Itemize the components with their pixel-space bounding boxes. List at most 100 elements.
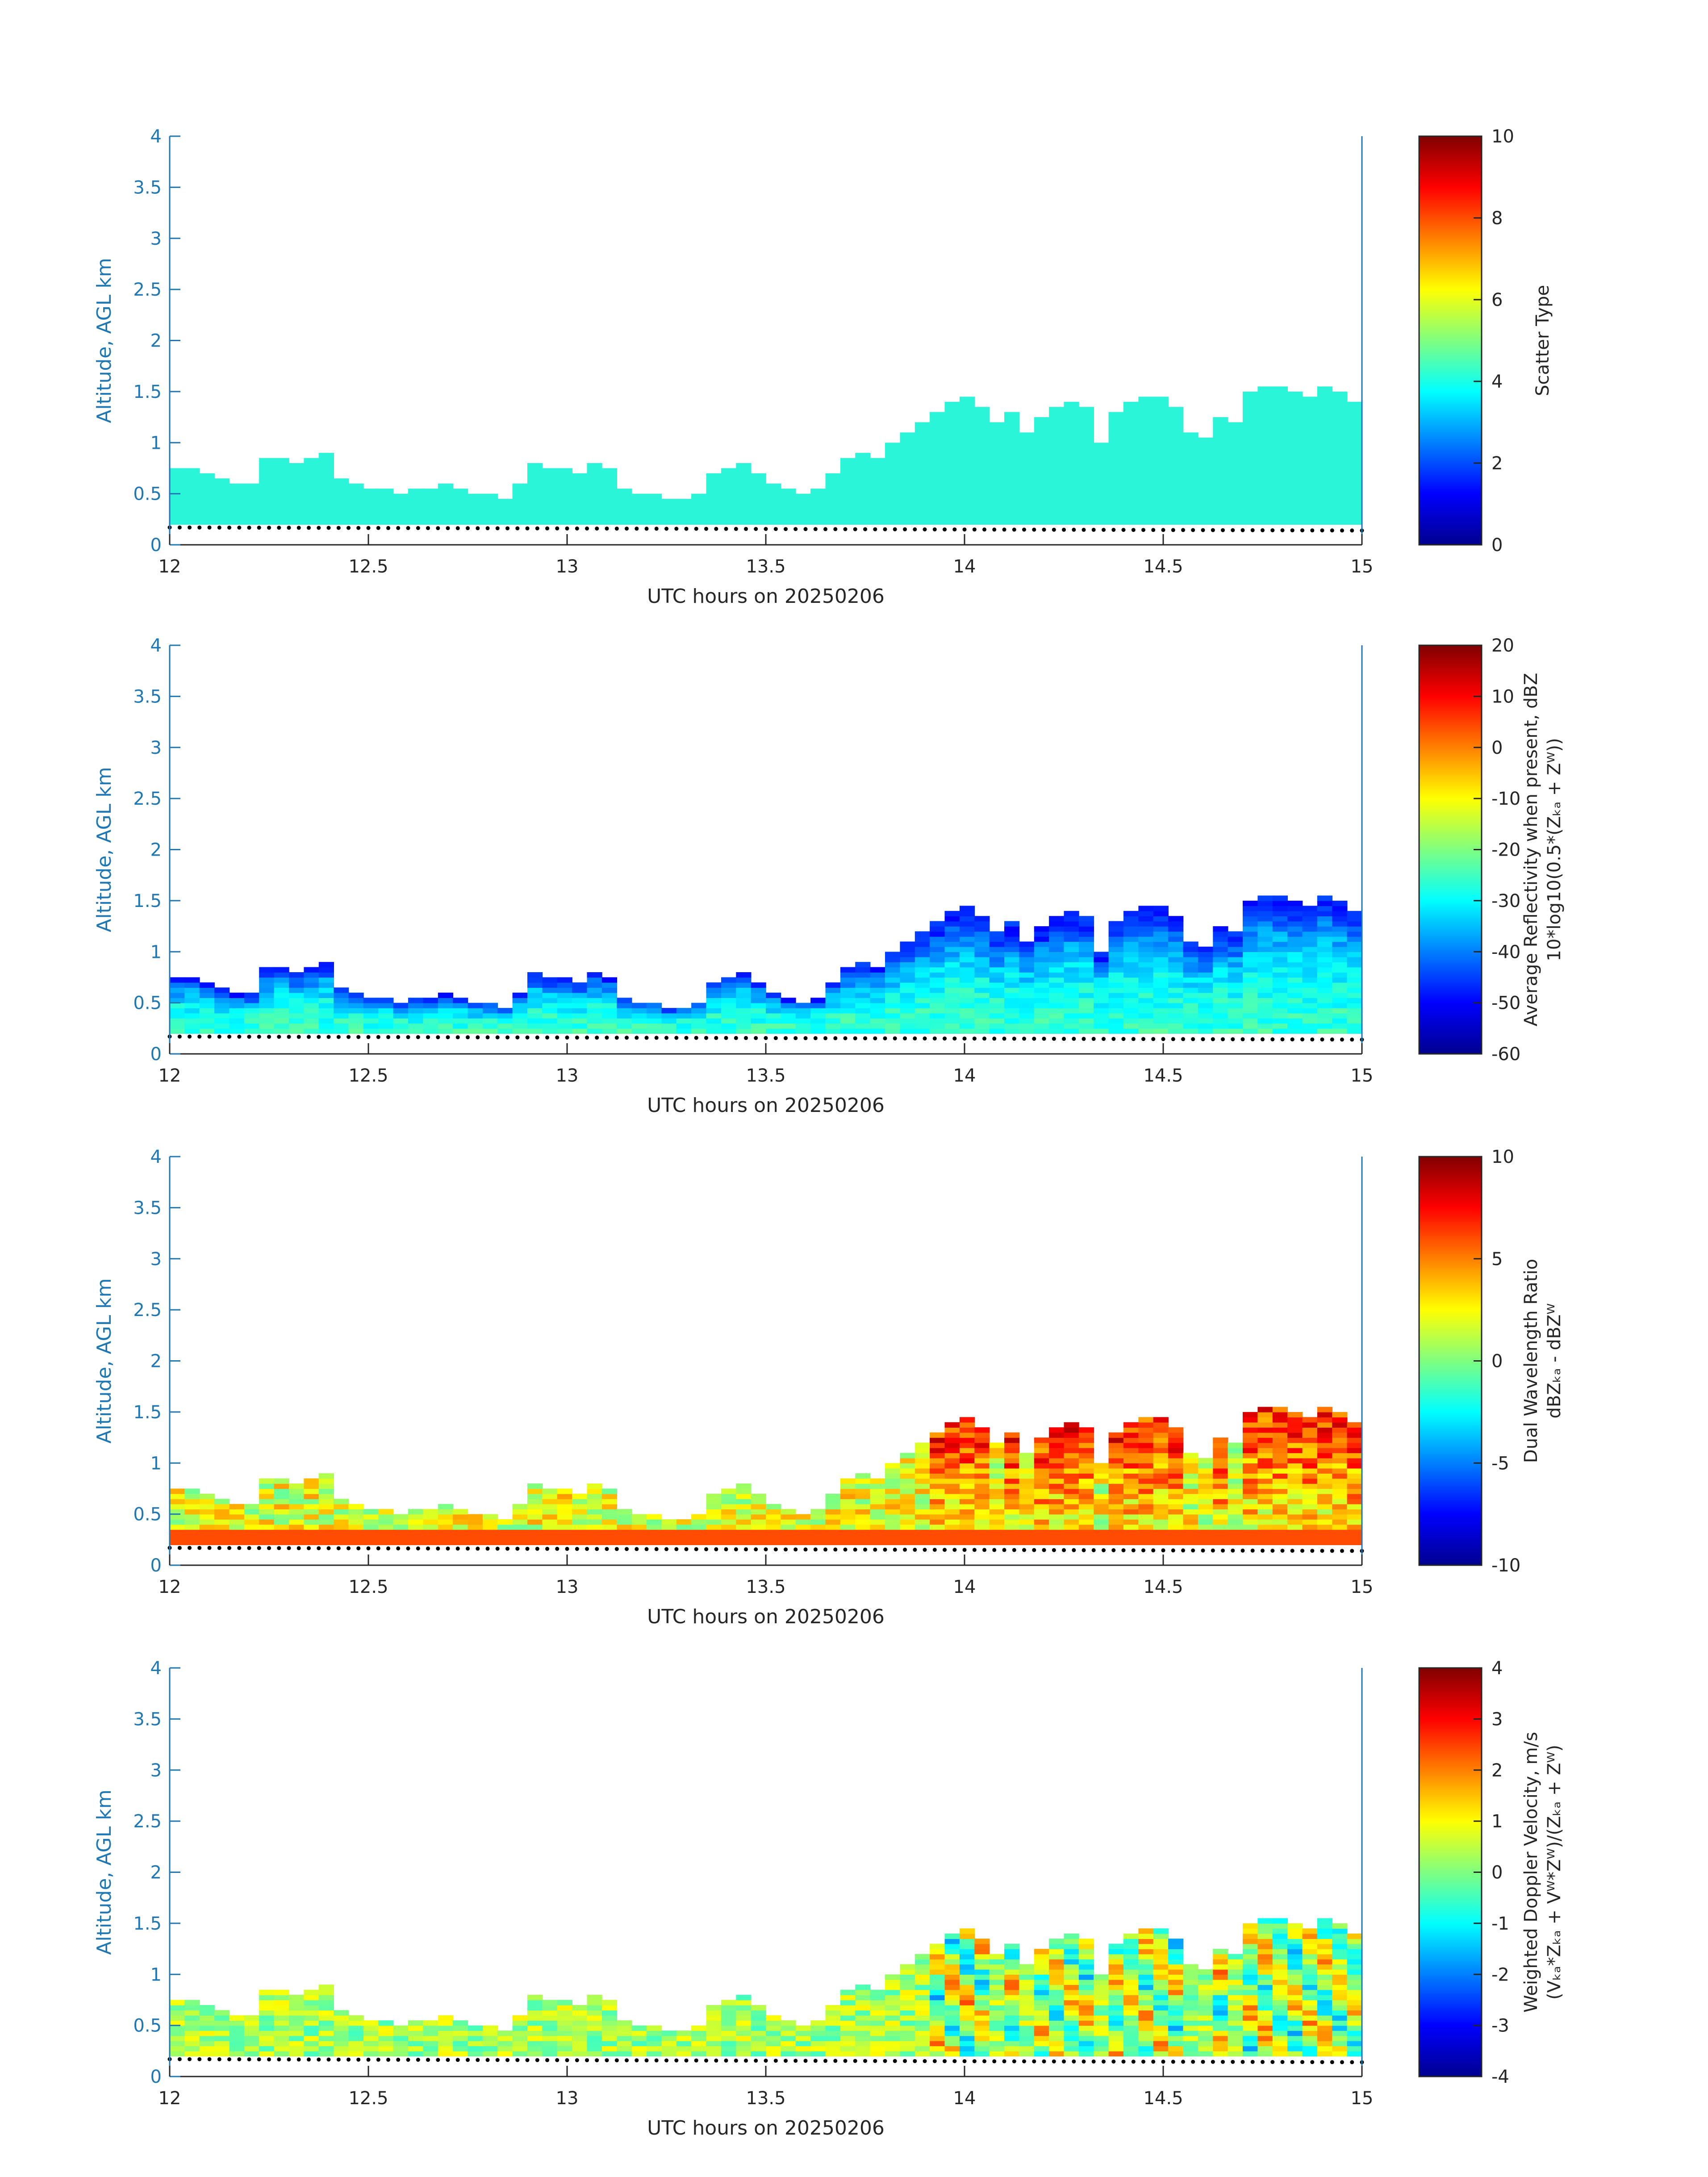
data-cell (930, 504, 945, 510)
surface-dot (1201, 1548, 1205, 1553)
data-cell (647, 519, 662, 525)
data-cell (1168, 443, 1184, 448)
surface-dot (267, 526, 271, 530)
surface-dot (495, 1546, 500, 1551)
data-cell (393, 509, 409, 515)
data-cell (855, 2000, 871, 2006)
data-cell (766, 1028, 781, 1034)
data-cell (1034, 473, 1049, 479)
data-cell (1138, 1437, 1154, 1443)
data-cell (1257, 483, 1273, 489)
data-cell (959, 1453, 975, 1458)
data-cell (870, 1483, 885, 1489)
data-cell (1198, 967, 1214, 973)
data-cell (1317, 473, 1333, 479)
data-cell (989, 2035, 1005, 2041)
data-cell (1153, 1514, 1169, 1520)
data-cell (1168, 437, 1184, 443)
data-cell (1123, 946, 1139, 952)
data-cell (468, 1028, 483, 1034)
data-cell (1153, 1463, 1169, 1469)
data-cell (408, 1013, 424, 1019)
data-cell (736, 1519, 752, 1525)
data-cell (348, 2025, 364, 2031)
data-cell (1228, 2051, 1243, 2056)
data-cell (348, 1509, 364, 1515)
data-cell (617, 1008, 632, 1014)
data-cell (170, 977, 185, 983)
data-cell (959, 906, 975, 911)
data-cell (1034, 1995, 1049, 2001)
surface-dot (1052, 1036, 1056, 1041)
data-cell (214, 504, 230, 510)
data-cell (1123, 468, 1139, 474)
data-cell (1078, 473, 1094, 479)
data-cell (736, 1529, 752, 1535)
data-cell (930, 1964, 945, 1970)
data-cell (1078, 1008, 1094, 1014)
data-cell (304, 1509, 319, 1515)
data-cell (1049, 1959, 1065, 1965)
data-cell (1317, 489, 1333, 494)
data-cell (1332, 458, 1348, 464)
data-cell (1302, 463, 1318, 469)
data-cell (855, 1509, 871, 1515)
data-cell (1064, 1013, 1079, 1019)
data-cell (199, 514, 215, 520)
data-cell (1094, 1493, 1109, 1500)
data-cell (1078, 992, 1094, 998)
data-cell (363, 1013, 379, 1019)
data-cell (1317, 463, 1333, 469)
data-cell (1257, 493, 1273, 499)
data-cell (1302, 1539, 1318, 1545)
surface-dot (495, 526, 500, 531)
data-cell (989, 1964, 1005, 1970)
data-cell (1213, 1995, 1228, 2001)
data-cell (781, 2025, 796, 2031)
data-cell (1272, 499, 1288, 505)
data-cell (572, 1018, 588, 1024)
data-cell (1213, 1974, 1228, 1980)
data-cell (1153, 1013, 1169, 1019)
data-cell (393, 1013, 409, 1019)
data-cell (572, 473, 588, 479)
data-cell (289, 2046, 305, 2052)
data-cell (855, 1483, 871, 1489)
data-cell (527, 1483, 543, 1489)
data-cell (378, 1529, 394, 1535)
data-cell (214, 1534, 230, 1540)
data-cell (1213, 1028, 1228, 1034)
data-cell (393, 1023, 409, 1029)
data-cell (572, 1008, 588, 1014)
surface-dot (197, 1034, 202, 1039)
surface-dot (1082, 1036, 1086, 1041)
surface-dot (903, 1547, 907, 1552)
data-cell (1332, 432, 1348, 438)
data-cell (1168, 1453, 1184, 1458)
data-cell (1108, 504, 1124, 510)
data-cell (1168, 1509, 1184, 1515)
data-cell (900, 1018, 915, 1024)
data-cell (930, 1468, 945, 1474)
data-cell (497, 2046, 513, 2052)
data-cell (184, 2020, 200, 2026)
surface-dot (913, 1547, 917, 1552)
data-cell (1317, 417, 1333, 423)
data-cell (1004, 468, 1020, 474)
data-cell (1243, 946, 1258, 952)
data-cell (706, 1539, 722, 1545)
data-cell (289, 1995, 305, 2001)
data-cell (601, 1488, 618, 1494)
data-cell (1004, 926, 1020, 932)
surface-dot (714, 1547, 718, 1551)
surface-dot (1131, 1548, 1136, 1553)
data-cell (1213, 504, 1228, 510)
data-cell (1108, 1458, 1124, 1463)
data-cell (840, 483, 856, 489)
data-cell (393, 1018, 409, 1024)
data-cell (795, 1028, 811, 1034)
data-cell (318, 1524, 334, 1530)
data-cell (751, 519, 766, 525)
data-cell (1302, 936, 1318, 942)
data-cell (736, 499, 752, 505)
